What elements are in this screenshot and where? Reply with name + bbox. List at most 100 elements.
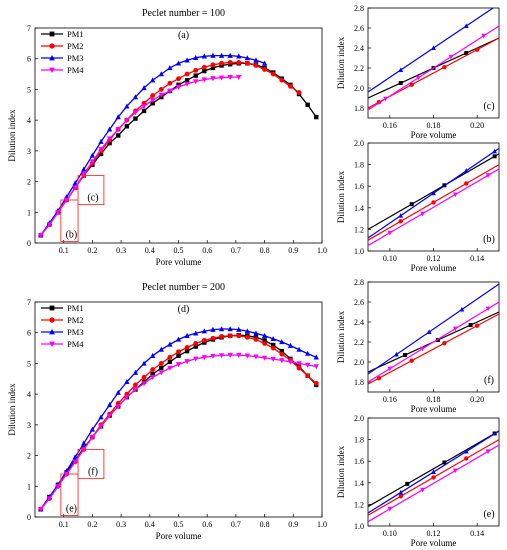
x-tick-label: 0.18: [427, 121, 441, 130]
data-point-pm2: [193, 67, 199, 73]
data-point-pm1: [124, 124, 130, 129]
series-group: [38, 52, 319, 239]
data-point-pm1: [184, 78, 190, 83]
data-point-pm4: [383, 96, 388, 102]
data-point-pm4: [150, 375, 156, 381]
x-axis-label: Pore volume: [411, 538, 457, 548]
panel-label: (e): [483, 509, 494, 520]
data-point-pm2: [313, 380, 319, 386]
y-tick-label: 7: [27, 24, 31, 33]
data-point-pm3: [150, 352, 156, 358]
zoom-box-label: (e): [66, 503, 77, 514]
panel-label: (f): [484, 375, 494, 386]
x-tick-label: 0.4: [145, 246, 155, 255]
data-point-pm2: [167, 80, 173, 86]
data-point-pm2: [376, 375, 382, 381]
x-tick-label: 0.16: [383, 395, 397, 404]
data-point-pm2: [184, 71, 190, 77]
data-point-pm4: [201, 355, 207, 361]
y-tick-label: 1.4: [354, 204, 364, 213]
data-point-pm1: [305, 102, 310, 107]
data-point-pm3: [398, 67, 404, 72]
y-tick-label: 5: [27, 85, 31, 94]
series-group: [368, 430, 499, 523]
legend-marker-pm2: [49, 43, 55, 49]
data-point-pm2: [288, 83, 293, 89]
data-point-pm2: [150, 93, 156, 98]
y-tick-label: 1: [27, 208, 31, 217]
data-point-pm3: [89, 426, 96, 432]
data-point-pm1: [492, 154, 497, 159]
series-line-pm2: [368, 313, 499, 385]
data-point-pm1: [403, 353, 408, 357]
series-line-pm4: [40, 354, 317, 510]
data-point-pm3: [253, 57, 259, 63]
data-point-pm3: [426, 329, 432, 334]
data-point-pm3: [270, 335, 276, 342]
data-point-pm4: [184, 81, 190, 87]
data-point-pm3: [167, 341, 173, 347]
y-tick-label: 2.2: [354, 64, 364, 73]
data-point-pm2: [150, 367, 156, 372]
data-point-pm4: [38, 233, 44, 239]
legend-marker-pm2: [49, 317, 55, 323]
data-point-pm2: [270, 71, 276, 77]
data-point-pm3: [393, 351, 399, 357]
data-point-pm3: [261, 332, 268, 338]
x-tick-label: 0.9: [288, 520, 298, 529]
y-tick-label: 5: [27, 359, 31, 368]
data-point-pm4: [175, 84, 182, 90]
series-line-pm4: [368, 25, 499, 111]
series-line-pm3: [368, 283, 499, 375]
data-point-pm3: [398, 489, 404, 495]
data-point-pm4: [218, 353, 225, 359]
series-line-pm4: [40, 76, 239, 236]
zoom-box-label: (f): [88, 467, 98, 478]
y-tick-label: 2.0: [354, 139, 364, 148]
data-point-pm3: [115, 114, 121, 120]
y-axis-label: Dilution index: [336, 170, 346, 223]
data-point-pm3: [98, 414, 104, 420]
data-point-pm3: [201, 328, 207, 334]
data-point-pm2: [133, 382, 138, 388]
data-point-pm3: [261, 60, 268, 66]
data-point-pm4: [115, 127, 121, 133]
data-point-pm4: [236, 352, 242, 358]
chart-panel-d: Peclet number = 200 0.1 0.2 0.3 0.4 0.5 0.6 0.7…: [7, 282, 327, 541]
data-point-pm1: [262, 338, 267, 343]
data-point-pm3: [236, 53, 242, 59]
legend-marker-pm1: [49, 31, 55, 37]
data-point-pm3: [81, 440, 87, 446]
data-point-pm2: [296, 365, 302, 371]
data-point-pm4: [261, 355, 268, 361]
data-point-pm2: [236, 59, 242, 65]
y-tick-label: 1.0: [354, 247, 364, 256]
data-point-pm3: [72, 180, 78, 186]
data-point-pm4: [452, 326, 458, 332]
x-tick-label: 0.1: [59, 520, 69, 529]
series-line-pm4: [368, 168, 499, 247]
y-tick-label: 4: [27, 116, 31, 125]
legend-marker-pm3: [49, 54, 55, 61]
data-point-pm1: [98, 151, 104, 157]
data-point-pm4: [270, 356, 276, 362]
x-tick-label: 0.20: [470, 395, 484, 404]
y-axis-label: Dilution index: [7, 109, 17, 162]
data-point-pm4: [236, 74, 242, 81]
zoom-box: [77, 174, 105, 206]
data-point-pm4: [420, 211, 425, 217]
data-point-pm4: [55, 210, 61, 216]
data-point-pm3: [184, 57, 190, 63]
ticks: 0.10 0.12 0.14 1.0 1.2 1.4 1.6 1.8 2.0: [354, 414, 484, 538]
data-point-pm3: [279, 339, 285, 345]
chart-panel-e: 0.10 0.12 0.14 1.0 1.2 1.4 1.6 1.8 2.0 Pore volum…: [336, 414, 500, 548]
x-tick-label: 0.9: [288, 246, 298, 255]
chart-title: Peclet number = 200: [142, 282, 225, 293]
data-point-pm4: [305, 362, 311, 368]
panel-label: (d): [178, 304, 190, 315]
data-point-pm2: [409, 82, 414, 87]
data-point-pm4: [296, 361, 302, 367]
data-point-pm2: [279, 351, 285, 357]
data-point-pm2: [431, 200, 436, 205]
data-point-pm1: [468, 323, 473, 327]
